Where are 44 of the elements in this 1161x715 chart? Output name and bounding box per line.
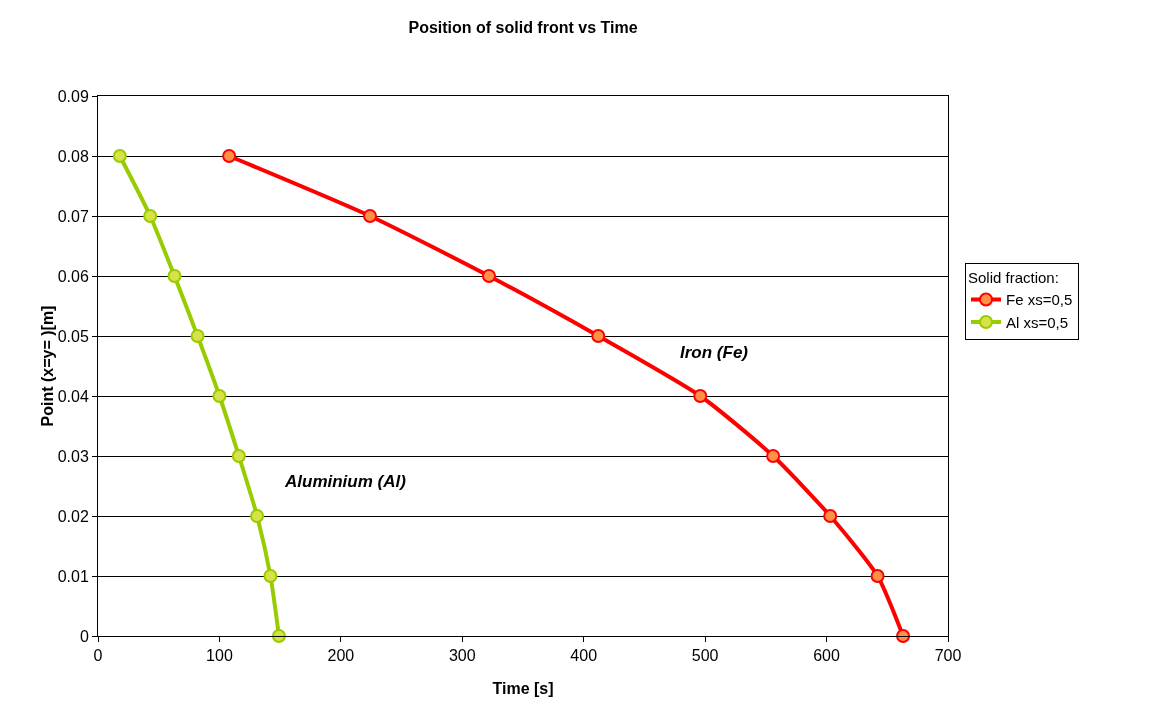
point [896, 629, 911, 643]
point [250, 509, 265, 523]
point [143, 209, 158, 223]
point [212, 389, 227, 403]
y-tick-label: 0.02 [57, 507, 89, 525]
y-axis-title: Point (x=y= )[m] [38, 305, 56, 427]
legend-label: Al xs=0,5 [1006, 313, 1069, 331]
chart-title: Position of solid front vs Time [408, 18, 638, 36]
annotation: Aluminium (Al) [284, 472, 407, 491]
legend-title: Solid fraction: [968, 269, 1059, 287]
point [591, 329, 606, 343]
y-tick-label: 0.03 [57, 447, 89, 465]
point [271, 629, 286, 643]
y-tick-label: 0.05 [57, 327, 89, 345]
x-tick-label: 700 [934, 647, 962, 665]
x-tick-label: 500 [691, 647, 719, 665]
point [870, 569, 885, 583]
y-tick-label: 0.04 [57, 387, 89, 405]
point [167, 269, 182, 283]
point [231, 449, 246, 463]
legend-label: Fe xs=0,5 [1006, 291, 1073, 309]
y-tick-label: 0.01 [57, 567, 89, 585]
x-axis-title: Time [s] [492, 680, 554, 697]
y-tick-label: 0.06 [57, 267, 89, 285]
point [190, 329, 205, 343]
x-tick-label: 100 [206, 647, 233, 665]
y-tick-label: 0.07 [57, 207, 89, 225]
y-tick-label: 0 [79, 627, 89, 645]
x-tick-label: 200 [327, 647, 355, 665]
x-tick-label: 400 [570, 647, 598, 665]
point [263, 569, 278, 583]
point [823, 509, 838, 523]
point [363, 209, 377, 223]
x-tick-label: 0 [93, 647, 103, 665]
point [766, 449, 781, 463]
y-tick-label: 0.09 [57, 87, 89, 105]
point [482, 269, 496, 283]
point [112, 149, 127, 163]
point [693, 389, 708, 403]
x-tick-label: 300 [448, 647, 476, 665]
annotation: Iron (Fe) [680, 343, 749, 362]
y-tick-label: 0.08 [57, 147, 89, 165]
point [222, 149, 237, 163]
x-tick-label: 600 [813, 647, 841, 665]
